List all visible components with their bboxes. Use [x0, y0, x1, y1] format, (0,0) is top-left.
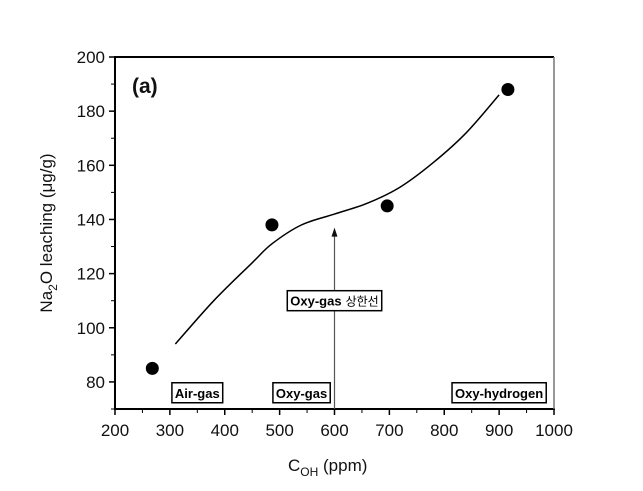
annotation-box: Oxy-gas 상한선	[286, 289, 383, 312]
x-tick-label: 600	[320, 421, 348, 440]
x-tick-label: 400	[211, 421, 239, 440]
x-tick-label: 500	[265, 421, 293, 440]
y-ticks: 80 100 120 140 160 180 200	[77, 48, 115, 410]
y-axis-title-post: O leaching (μg/g)	[37, 153, 56, 284]
x-axis-title-sub: OH	[300, 465, 318, 479]
x-axis-title-main: C	[288, 456, 300, 475]
annotation-frame	[286, 289, 383, 312]
annotation-text: Air-gas	[175, 386, 220, 401]
data-point	[501, 82, 515, 96]
y-tick-label: 120	[77, 265, 105, 284]
x-tick-label: 700	[375, 421, 403, 440]
data-points-layer	[145, 82, 515, 375]
x-tick-label: 300	[156, 421, 184, 440]
y-axis-title: Na2O leaching (μg/g)	[37, 153, 60, 312]
x-axis-title: COH (ppm)	[288, 456, 367, 479]
y-tick-label: 140	[77, 210, 105, 229]
annotation-text: Oxy-gas	[276, 386, 327, 401]
fit-curve	[174, 94, 500, 345]
fit-curve-layer	[174, 94, 500, 345]
panel-label: (a)	[132, 75, 158, 98]
annotation-box: Oxy-hydrogen	[451, 382, 547, 404]
x-tick-label: 200	[101, 421, 129, 440]
x-tick-label: 1000	[535, 421, 573, 440]
arrow-head	[331, 227, 338, 237]
annotations-layer: Air-gas Oxy-gas Oxy-hydrogen Oxy-gas 상한선	[171, 227, 547, 409]
annotation-frame	[272, 382, 331, 404]
y-axis-title-pre: Na	[37, 290, 56, 312]
x-tick-label: 800	[430, 421, 458, 440]
data-point	[265, 218, 279, 232]
annotation-text: Oxy-gas	[290, 294, 341, 309]
x-ticks: 200 300 400 500 600 700 800 900 1000	[101, 409, 573, 440]
annotation-frame	[451, 382, 547, 404]
x-axis-title-unit: (ppm)	[318, 456, 367, 475]
y-tick-label: 200	[77, 48, 105, 67]
annotation-box: Oxy-gas	[272, 382, 331, 404]
y-tick-label: 160	[77, 156, 105, 175]
y-tick-label: 100	[77, 319, 105, 338]
annotation-box: Air-gas	[171, 382, 224, 404]
annotation-text: Oxy-hydrogen	[455, 386, 543, 401]
y-tick-label: 80	[86, 373, 105, 392]
x-tick-label: 900	[485, 421, 513, 440]
data-point	[145, 361, 159, 375]
y-axis-title-sub: 2	[46, 284, 60, 291]
annotation-text-kr: 상한선	[346, 295, 379, 309]
y-tick-label: 180	[77, 102, 105, 121]
data-point	[380, 199, 394, 213]
annotation-frame	[171, 382, 224, 404]
